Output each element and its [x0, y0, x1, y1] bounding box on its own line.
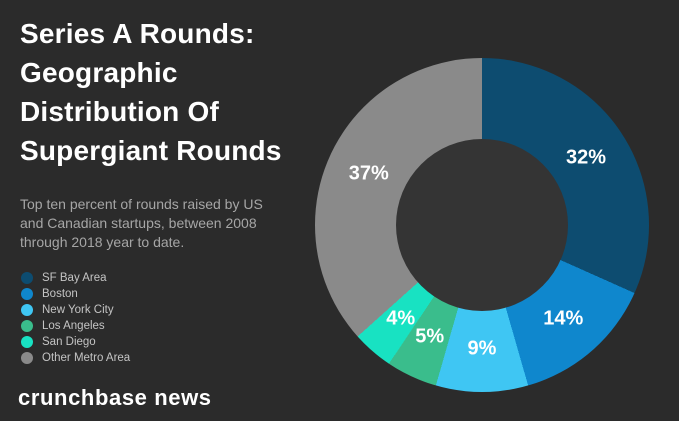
legend-item: Los Angeles	[21, 318, 130, 334]
legend-swatch-icon	[21, 336, 33, 348]
legend-item-label: Other Metro Area	[42, 352, 131, 364]
legend-item: SF Bay Area	[21, 270, 130, 286]
title-line-1: Series A Rounds:	[20, 18, 255, 49]
slice-label: 4%	[386, 307, 416, 330]
legend-swatch-icon	[21, 320, 33, 332]
slice-label: 9%	[467, 337, 497, 360]
legend-swatch-icon	[21, 304, 33, 316]
title-line-4: Supergiant Rounds	[20, 135, 282, 166]
slice-label: 14%	[543, 307, 584, 330]
donut-hole	[396, 139, 568, 311]
legend-item: Boston	[21, 286, 130, 302]
legend: SF Bay Area Boston New York City Los Ang…	[21, 270, 130, 366]
legend-swatch-icon	[21, 272, 33, 284]
slice-label: 5%	[415, 325, 445, 348]
title-line-2: Geographic	[20, 57, 178, 88]
legend-item-label: New York City	[42, 304, 114, 316]
subtitle-line-1: Top ten percent of rounds raised by US	[20, 196, 263, 212]
legend-swatch-icon	[21, 352, 33, 364]
page-title: Series A Rounds: Geographic Distribution…	[20, 14, 320, 170]
subtitle: Top ten percent of rounds raised by US a…	[20, 195, 320, 252]
subtitle-line-3: through 2018 year to date.	[20, 234, 185, 250]
subtitle-line-2: and Canadian startups, between 2008	[20, 215, 257, 231]
slice-label: 32%	[565, 146, 607, 168]
legend-item: New York City	[21, 302, 130, 318]
donut-chart: 32% 14% 9% 5% 4% 37%	[315, 58, 649, 392]
title-line-3: Distribution Of	[20, 96, 219, 127]
crunchbase-news-logo: crunchbase news	[18, 385, 212, 410]
legend-item-label: San Diego	[42, 336, 96, 348]
legend-item-label: Los Angeles	[42, 320, 105, 332]
legend-item: Other Metro Area	[21, 350, 130, 366]
slice-label: 37%	[348, 162, 389, 185]
legend-swatch-icon	[21, 288, 33, 300]
legend-item-label: Boston	[42, 288, 78, 300]
legend-item: San Diego	[21, 334, 130, 350]
legend-item-label: SF Bay Area	[42, 272, 107, 284]
